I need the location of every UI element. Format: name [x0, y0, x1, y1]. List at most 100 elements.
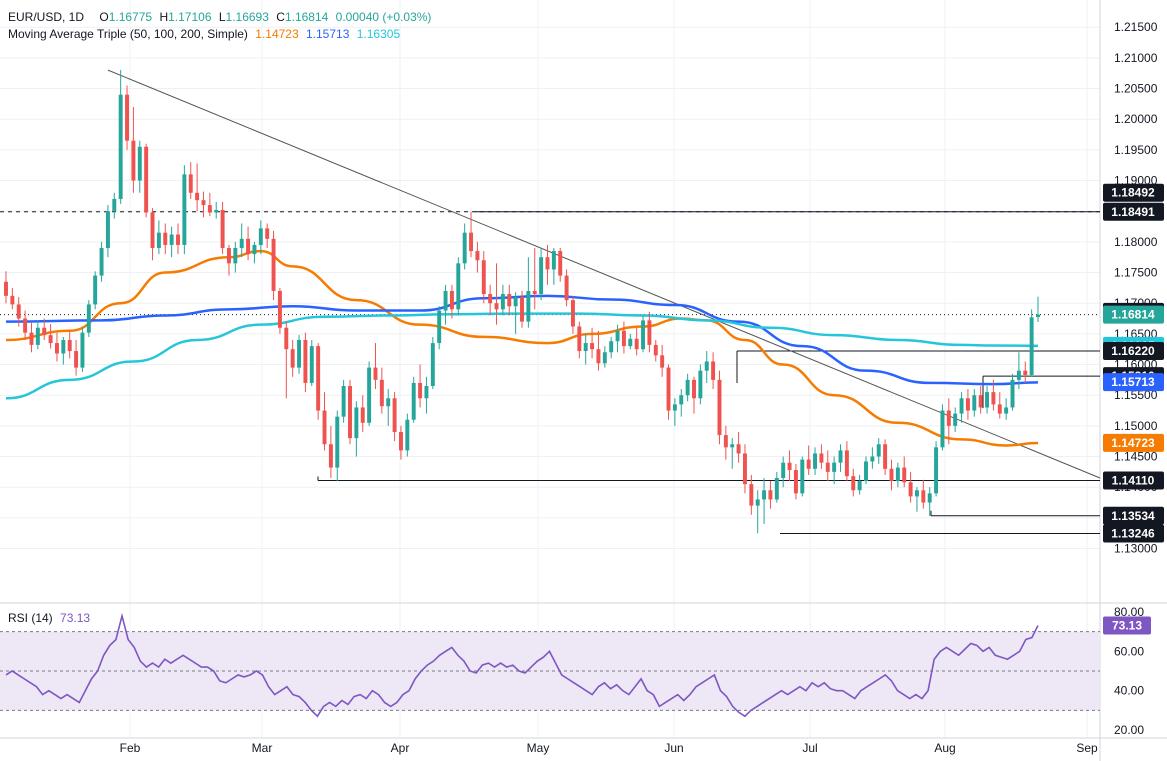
candle-body: [609, 341, 614, 353]
candle-body: [946, 410, 951, 426]
symbol-label[interactable]: EUR/USD, 1D: [8, 10, 85, 24]
candle-body: [813, 453, 818, 469]
candle-body: [475, 251, 480, 261]
candle-body: [1004, 407, 1009, 414]
ma100-line: [5, 294, 1039, 386]
rsi-legend: RSI (14) 73.13: [8, 610, 94, 626]
candle-body: [322, 410, 327, 445]
candle-body: [985, 392, 990, 408]
candle-body: [233, 248, 238, 264]
candle-body: [1029, 317, 1034, 375]
ma200-value: 1.16305: [356, 27, 401, 41]
candle-body: [742, 453, 747, 485]
candle-body: [176, 234, 180, 245]
month-label: Sep: [1076, 741, 1098, 755]
rsi-badge: [1103, 616, 1151, 635]
candle-body: [341, 386, 346, 417]
candle-body: [150, 212, 155, 248]
candle-body: [284, 327, 289, 350]
price-badge: [1103, 506, 1164, 525]
candle-body: [246, 238, 251, 255]
candle-body: [61, 340, 66, 354]
ohlc-legend: EUR/USD, 1D O1.16775 H1.17106 L1.16693 C…: [8, 9, 435, 25]
candle-body: [99, 248, 104, 276]
candle-body: [507, 294, 512, 307]
candle-body: [921, 490, 926, 503]
candle-body: [201, 200, 206, 206]
candle-body: [590, 343, 595, 350]
candle-body: [93, 275, 98, 305]
candle-body: [997, 404, 1002, 414]
candle-body: [819, 453, 824, 463]
candle-body: [367, 367, 372, 423]
candle-body: [373, 367, 378, 380]
candle-body: [418, 382, 423, 399]
candle-body: [156, 232, 161, 248]
candle-body: [348, 386, 352, 439]
rsi-title[interactable]: RSI (14): [8, 611, 53, 625]
ma-title[interactable]: Moving Average Triple (50, 100, 200, Sim…: [8, 27, 248, 41]
price-tick-label: 1.20000: [1114, 112, 1158, 126]
candle-body: [698, 370, 703, 399]
price-tick-label: 1.13000: [1114, 542, 1158, 556]
price-badge: [1103, 433, 1164, 452]
candle-body: [660, 355, 665, 368]
candle-body: [335, 416, 340, 468]
candle-body: [736, 444, 741, 454]
time-axis: Feb Mar Apr May Jun Jul Aug Sep: [120, 741, 1098, 755]
candle-body: [405, 419, 410, 451]
high-value: 1.17106: [168, 10, 212, 24]
price-badge: [1103, 524, 1164, 543]
candle-body: [239, 238, 244, 248]
candle-body: [48, 335, 53, 344]
candle-body: [137, 146, 142, 181]
candle-body: [972, 395, 977, 411]
price-badge-label: 1.14723: [1111, 436, 1155, 450]
price-tick-label: 1.17500: [1114, 266, 1158, 280]
candle-body: [29, 332, 34, 345]
candle-body: [889, 468, 894, 482]
candle-body: [42, 327, 47, 336]
candle-body: [768, 490, 773, 500]
candle-body: [781, 462, 786, 478]
price-badge: [1103, 202, 1164, 221]
candle-body: [685, 379, 690, 396]
candle-body: [4, 281, 8, 296]
candle-body: [857, 481, 862, 491]
ma-legend: Moving Average Triple (50, 100, 200, Sim…: [8, 26, 404, 42]
candle-body: [628, 338, 633, 347]
candle-body: [23, 318, 28, 333]
ma50-line: [5, 249, 1039, 447]
candle-body: [163, 232, 168, 245]
rsi-overbought-oversold-band: [0, 631, 1100, 711]
candle-body: [220, 209, 225, 248]
candle-body: [195, 192, 200, 201]
candle-body: [800, 459, 805, 494]
candle-body: [876, 444, 881, 457]
candle-body: [520, 297, 524, 322]
candle-body: [825, 462, 830, 472]
candle-body: [762, 490, 767, 500]
rsi-band: [0, 631, 1100, 711]
candle-body: [188, 174, 193, 193]
candle-body: [666, 367, 671, 411]
high-label: H: [159, 10, 169, 24]
price-badge-label: 1.13534: [1111, 509, 1155, 523]
moving-averages: [5, 249, 1039, 447]
month-label: Aug: [934, 741, 955, 755]
candle-body: [1036, 314, 1040, 317]
candle-body: [462, 232, 467, 264]
month-label: Mar: [252, 741, 273, 755]
candle-body: [481, 260, 486, 294]
candle-body: [641, 320, 646, 350]
price-tick-label: 1.21000: [1114, 51, 1158, 65]
month-label: May: [527, 741, 550, 755]
candle-body: [851, 476, 856, 491]
rsi-tick-label: 20.00: [1114, 723, 1144, 737]
candle-body: [647, 320, 652, 345]
candle-body: [577, 326, 582, 352]
candle-body: [864, 461, 868, 482]
candles: [4, 70, 1040, 534]
price-badge: [1103, 373, 1164, 392]
